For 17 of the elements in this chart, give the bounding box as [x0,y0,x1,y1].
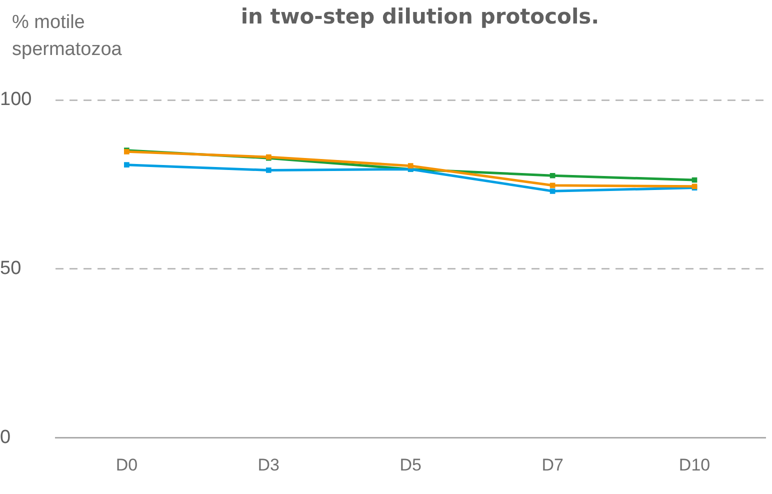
point [266,168,272,173]
x-tick-label: D3 [258,455,280,474]
chart-title: in two-step dilution protocols. [240,4,600,28]
point [550,182,556,188]
point [408,163,414,168]
y-tick-label: 100 [0,89,32,110]
y-tick-label: 0 [0,426,11,448]
x-tick-label: D0 [116,455,138,474]
point [124,162,130,168]
x-tick-label: D7 [542,455,564,474]
point [550,172,556,178]
point [550,188,556,194]
x-tick-label: D10 [678,455,710,474]
point [692,177,698,183]
x-tick-label: D5 [400,455,422,474]
y-axis-title: % motile spermatozoa [12,12,122,60]
y-tick-label: 50 [0,258,22,280]
